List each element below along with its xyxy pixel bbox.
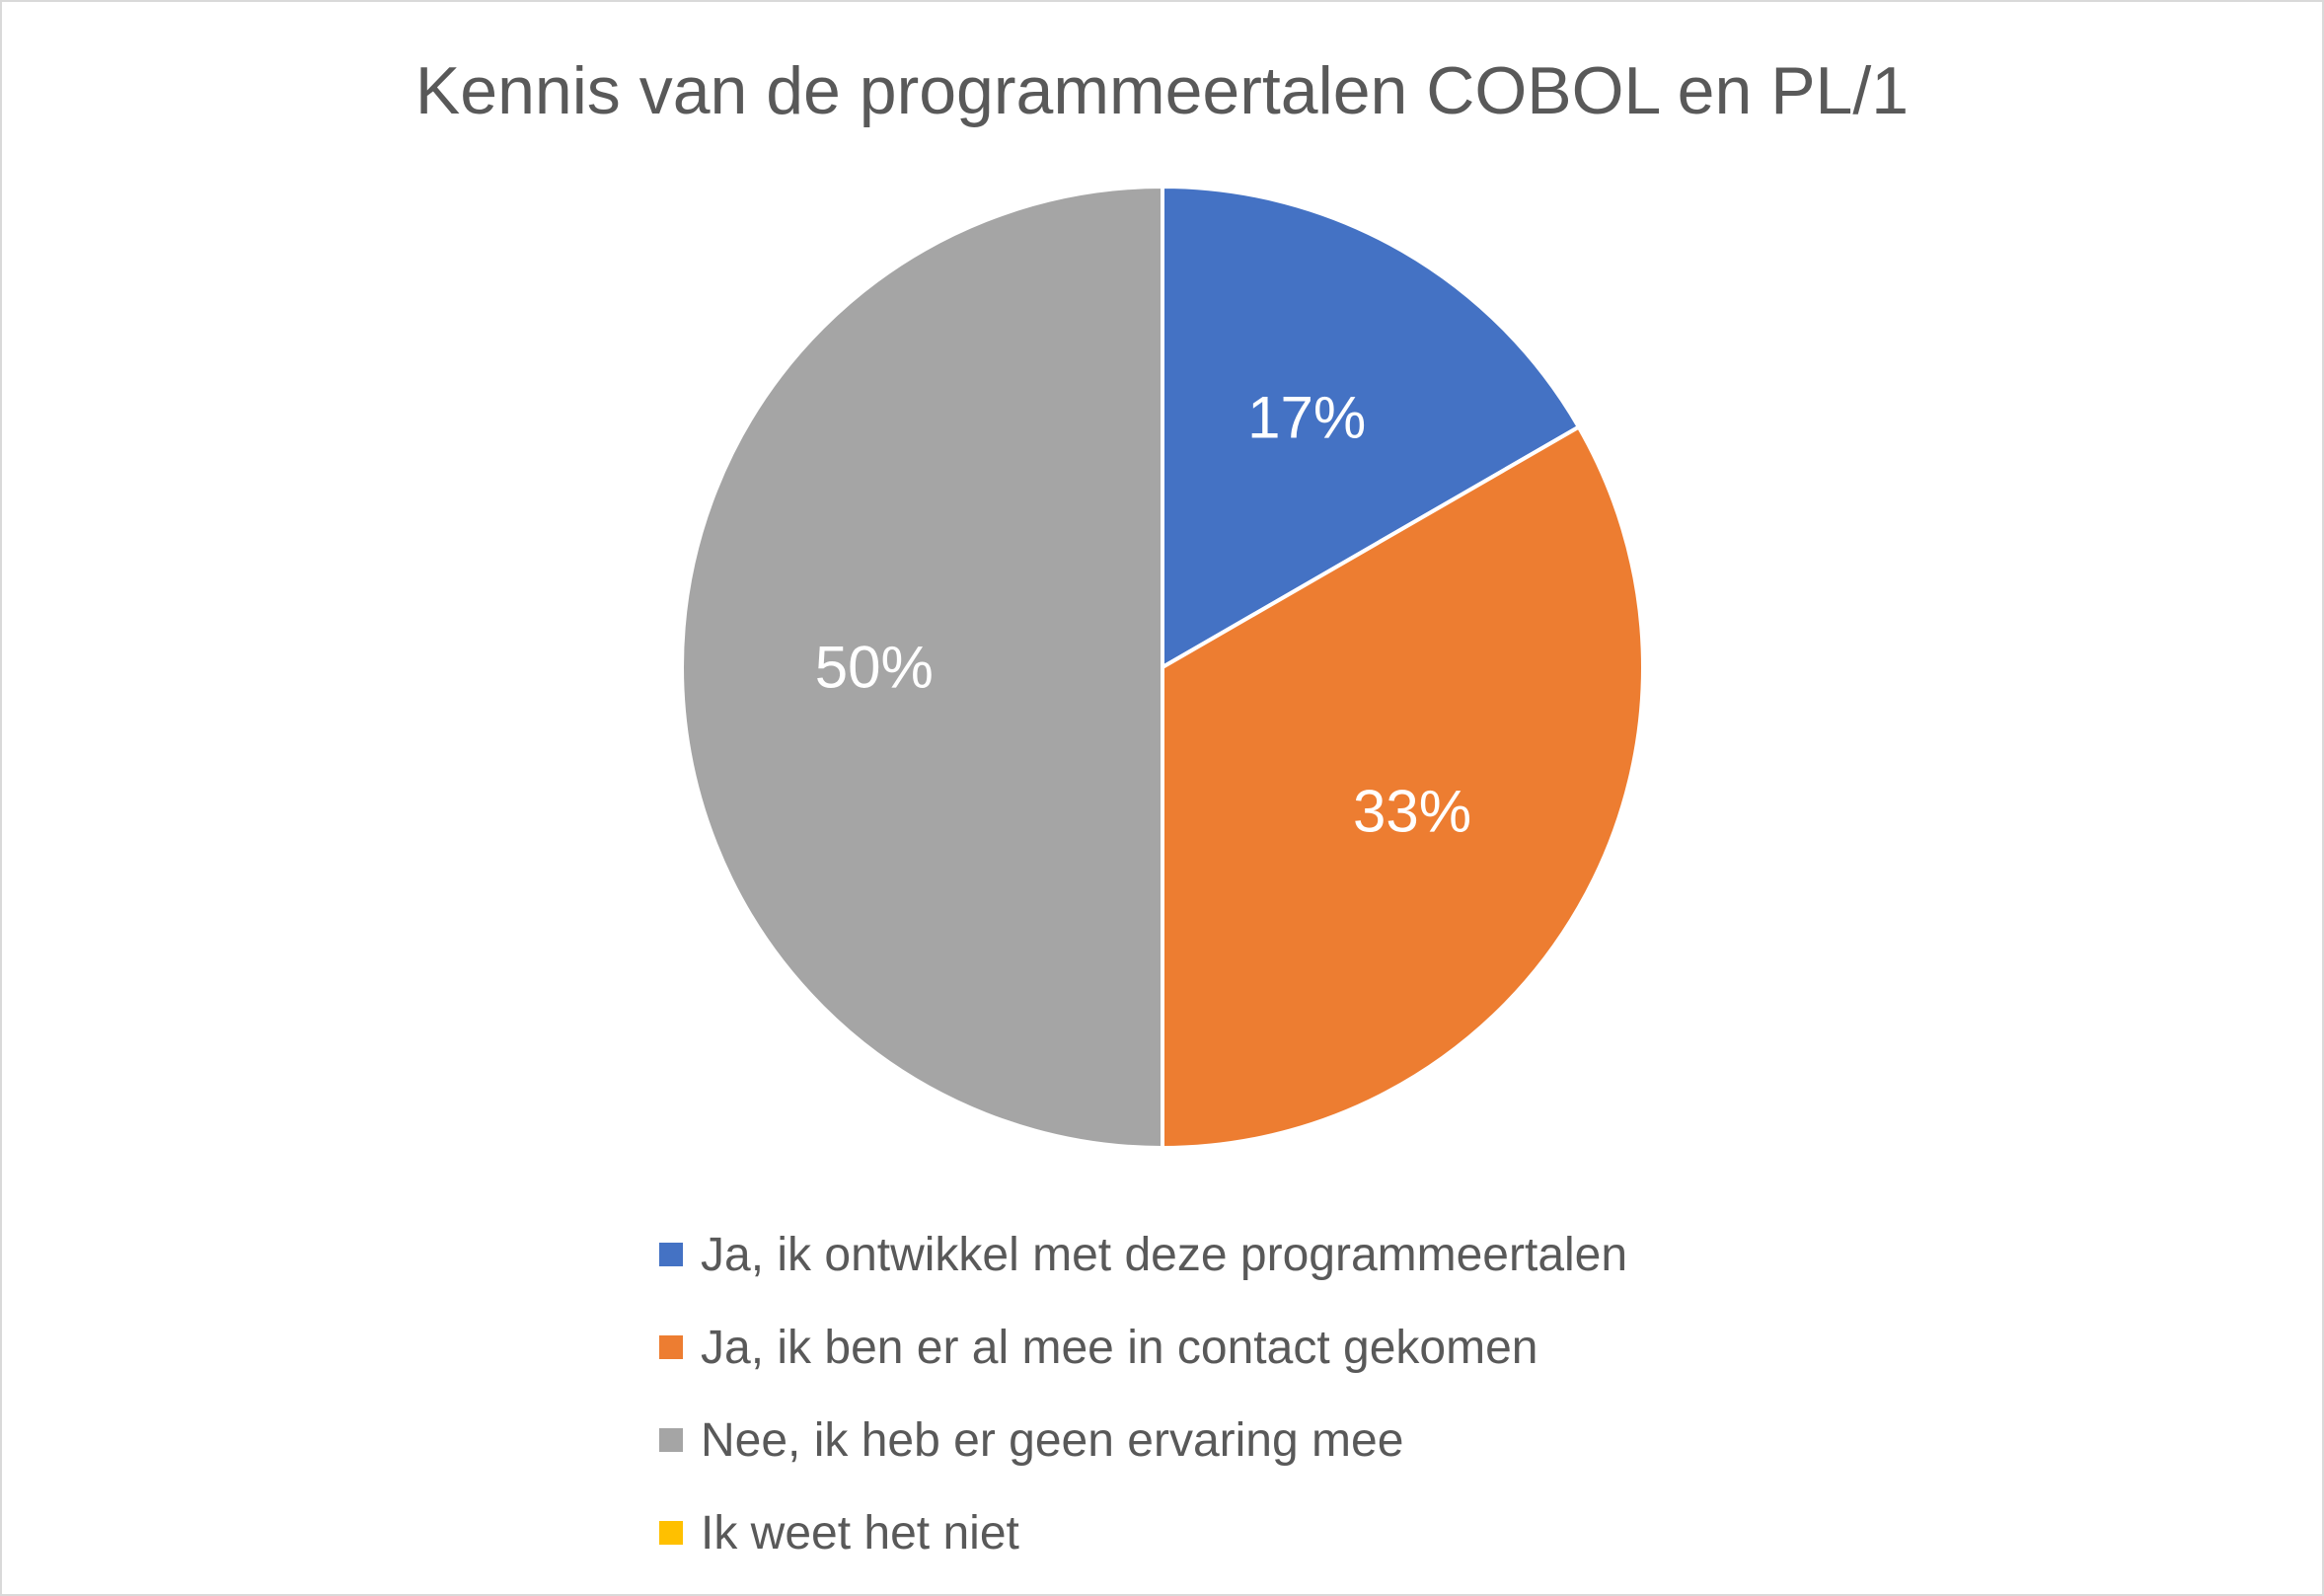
pie-slice <box>1161 424 1646 1150</box>
pie-slice <box>1161 185 1581 669</box>
legend-item: Ja, ik ontwikkel met deze programmeertal… <box>659 1208 1627 1301</box>
legend-item: Nee, ik heb er geen ervaring mee <box>659 1394 1627 1486</box>
legend-label: Ik weet het niet <box>701 1506 1019 1559</box>
data-label: 17% <box>1247 384 1366 450</box>
legend-label: Ja, ik ontwikkel met deze programmeertal… <box>701 1228 1628 1281</box>
data-label: 33% <box>1353 779 1471 845</box>
legend-item: Ik weet het niet <box>659 1486 1627 1579</box>
legend: Ja, ik ontwikkel met deze programmeertal… <box>659 1208 1627 1579</box>
legend-swatch <box>659 1335 683 1359</box>
legend-swatch <box>659 1428 683 1452</box>
legend-item: Ja, ik ben er al mee in contact gekomen <box>659 1301 1627 1394</box>
legend-label: Ja, ik ben er al mee in contact gekomen <box>701 1321 1538 1374</box>
data-label: 50% <box>815 635 934 701</box>
legend-swatch <box>659 1243 683 1266</box>
chart-title: Kennis van de programmeertalen COBOL en … <box>414 53 1910 128</box>
legend-swatch <box>659 1521 683 1545</box>
legend-label: Nee, ik heb er geen ervaring mee <box>701 1413 1404 1467</box>
pie-slice <box>680 185 1164 1150</box>
